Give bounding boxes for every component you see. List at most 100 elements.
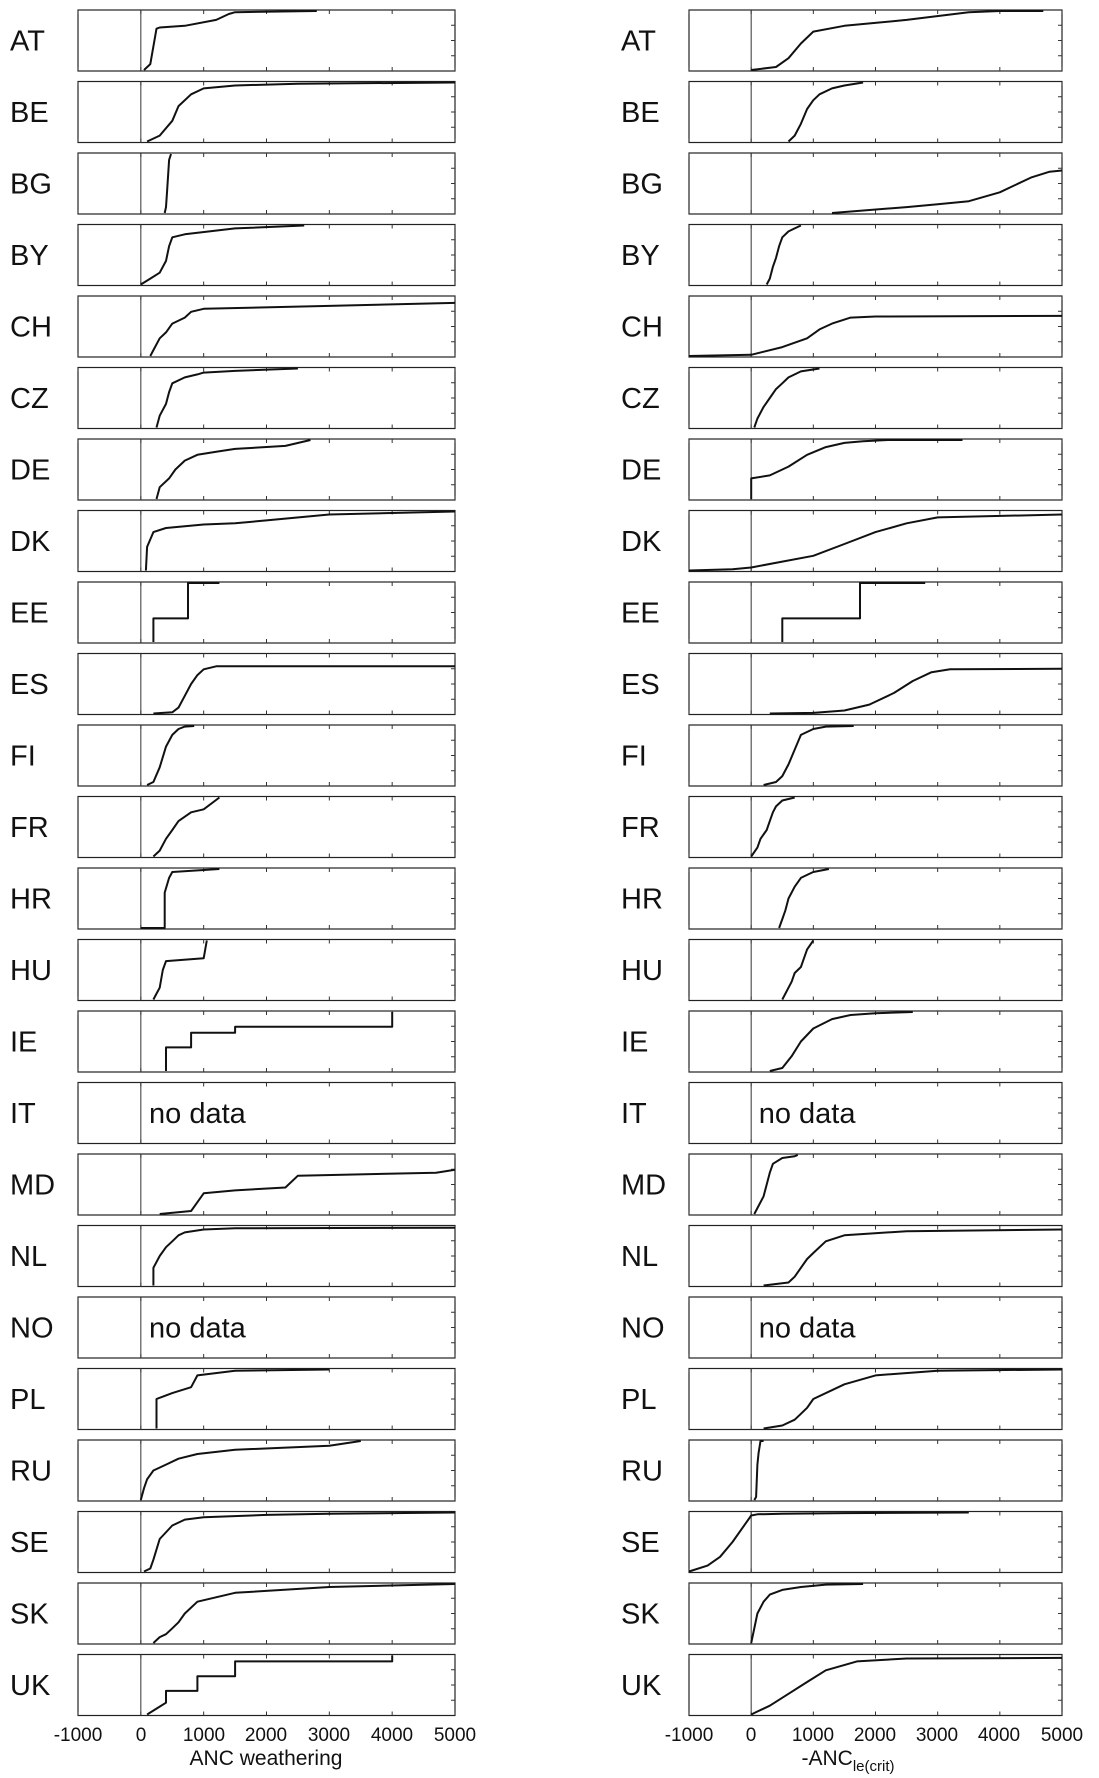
panel-by: BY: [621, 223, 1063, 287]
cdf-line-hu: [781, 939, 815, 1000]
right-x-tick-label: 3000: [916, 1725, 958, 1746]
cdf-line-ee: [152, 582, 220, 642]
country-label: PL: [10, 1384, 45, 1416]
left-column-panels: AT BE BG BY CH CZ DE DK EE ES FI FR HR HU IE IT no data M…: [10, 9, 456, 1717]
panel-frame: [77, 1081, 456, 1145]
country-label: RU: [10, 1456, 52, 1488]
country-label: IT: [10, 1098, 36, 1130]
no-data-label: no data: [149, 1313, 247, 1345]
country-label: ES: [621, 669, 660, 701]
country-label: UK: [10, 1670, 51, 1702]
panel-frame: [688, 1081, 1063, 1145]
country-label: NL: [621, 1241, 658, 1273]
panel-ch: CH: [621, 295, 1063, 358]
panel-hr: HR: [621, 867, 1063, 930]
cdf-line-uk: [750, 1656, 1063, 1716]
right-x-axis-title-main: -ANC: [801, 1747, 852, 1770]
cdf-line-cz: [155, 367, 298, 428]
cdf-line-be: [146, 81, 456, 143]
left-x-tick-label: 1000: [183, 1725, 225, 1746]
panel-pl: PL: [10, 1367, 456, 1431]
panel-cz: CZ: [10, 366, 456, 430]
panel-bg: BG: [10, 152, 456, 215]
left-x-axis-title: ANC weathering: [190, 1747, 343, 1770]
panel-at: AT: [10, 9, 456, 72]
cdf-line-ch: [149, 301, 456, 357]
country-label: SK: [10, 1599, 49, 1631]
country-label: PL: [621, 1384, 656, 1416]
country-label: FR: [10, 812, 49, 844]
country-label: HR: [10, 884, 52, 916]
panel-md: MD: [10, 1153, 456, 1216]
right-x-tick-label: 5000: [1041, 1725, 1083, 1746]
country-label: AT: [621, 26, 656, 58]
panel-es: ES: [10, 652, 456, 716]
country-label: FR: [621, 812, 660, 844]
cdf-line-ru: [753, 1440, 764, 1501]
country-label: NO: [621, 1313, 665, 1345]
cdf-line-pl: [155, 1368, 330, 1429]
panel-dk: DK: [621, 509, 1063, 573]
cdf-line-de: [750, 439, 963, 499]
right-x-tick-label: 1000: [792, 1725, 834, 1746]
no-data-label: no data: [149, 1098, 247, 1130]
cdf-line-by: [765, 224, 802, 285]
panel-frame: [77, 366, 456, 430]
panel-frame: [77, 938, 456, 1002]
country-label: DE: [621, 455, 661, 487]
country-label: DE: [10, 455, 50, 487]
cdf-line-sk: [750, 1583, 864, 1644]
panel-frame: [77, 795, 456, 859]
country-label: CH: [10, 312, 52, 344]
panel-frame: [77, 1153, 456, 1216]
panel-frame: [688, 1653, 1063, 1717]
no-data-label: no data: [759, 1313, 857, 1345]
panel-no: NO no data: [10, 1296, 456, 1359]
country-label: BE: [10, 97, 49, 129]
country-label: BG: [10, 169, 52, 201]
country-label: AT: [10, 26, 45, 58]
cdf-line-fr: [750, 796, 795, 858]
panel-fi: FI: [621, 724, 1063, 787]
left-x-tick-label: -1000: [54, 1725, 103, 1746]
panel-frame: [77, 80, 456, 144]
panel-de: DE: [10, 438, 456, 501]
country-label: RU: [621, 1456, 663, 1488]
country-label: DK: [621, 526, 662, 558]
cdf-line-se: [143, 1511, 456, 1573]
panel-it: IT no data: [10, 1081, 456, 1145]
cdf-line-ru: [139, 1440, 361, 1501]
country-label: ES: [10, 669, 49, 701]
cdf-line-at: [143, 10, 317, 71]
cdf-line-fi: [763, 725, 854, 786]
cdf-line-md: [159, 1168, 456, 1215]
country-label: EE: [10, 598, 49, 630]
panel-frame: [688, 80, 1063, 144]
cdf-line-de: [155, 439, 311, 500]
right-column-panels: AT BE BG BY CH CZ DE DK EE ES FI FR HR HU IE IT no data M…: [621, 9, 1063, 1717]
cdf-line-at: [751, 10, 1044, 71]
country-label: SE: [10, 1527, 49, 1559]
country-label: FI: [10, 741, 36, 773]
country-label: BG: [621, 169, 663, 201]
left-x-tick-label: 4000: [371, 1725, 413, 1746]
cdf-line-uk: [146, 1655, 394, 1716]
panel-de: DE: [621, 438, 1063, 501]
cdf-line-hr: [140, 868, 220, 929]
panel-frame: [688, 1296, 1063, 1359]
panel-be: BE: [621, 80, 1063, 144]
right-x-tick-label: 4000: [978, 1725, 1020, 1746]
panel-fr: FR: [621, 795, 1063, 859]
panel-frame: [688, 366, 1063, 430]
panel-frame: [688, 1153, 1063, 1216]
panel-frame: [77, 1510, 456, 1574]
country-label: MD: [621, 1170, 666, 1202]
panel-frame: [77, 1224, 456, 1288]
country-label: DK: [10, 526, 51, 558]
country-label: HU: [621, 955, 663, 987]
panel-md: MD: [621, 1153, 1063, 1216]
panel-at: AT: [621, 9, 1063, 72]
right-x-tick-label: -1000: [665, 1725, 714, 1746]
cdf-line-es: [769, 667, 1063, 715]
panel-frame: [688, 581, 1063, 644]
